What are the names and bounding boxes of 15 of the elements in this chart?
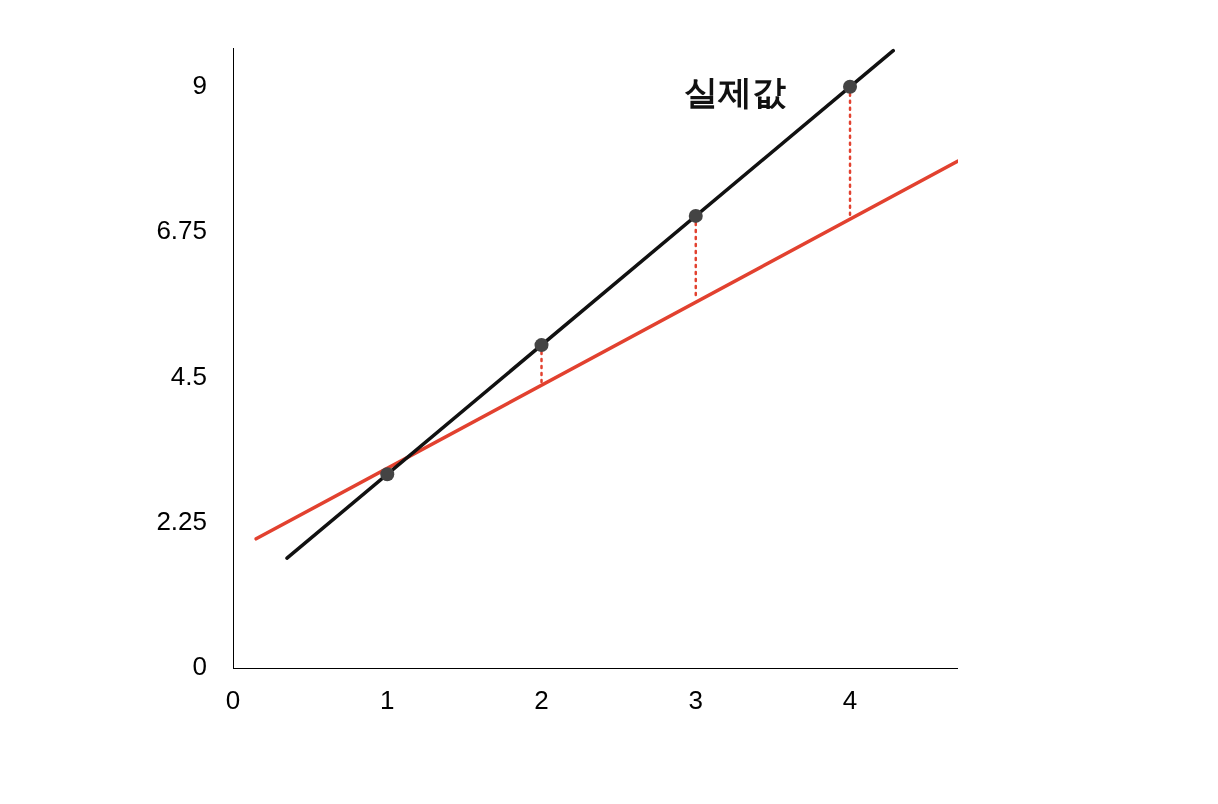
y-tick-label: 6.75 <box>156 215 207 246</box>
point <box>688 208 703 223</box>
series-label: 실제값 <box>684 72 787 113</box>
point <box>380 467 395 482</box>
x-tick-label: 4 <box>842 684 858 715</box>
x-tick-label: 1 <box>380 684 395 715</box>
y-tick-label: 0 <box>192 651 207 682</box>
y-tick-label: 2.25 <box>156 505 207 536</box>
point <box>534 338 549 353</box>
x-tick-label: 2 <box>534 684 549 715</box>
y-tick-label: 4.5 <box>170 360 207 391</box>
x-tick-label: 3 <box>688 684 703 715</box>
x-tick-label: 0 <box>225 684 241 715</box>
point <box>843 79 858 94</box>
y-tick-label: 9 <box>192 69 207 100</box>
